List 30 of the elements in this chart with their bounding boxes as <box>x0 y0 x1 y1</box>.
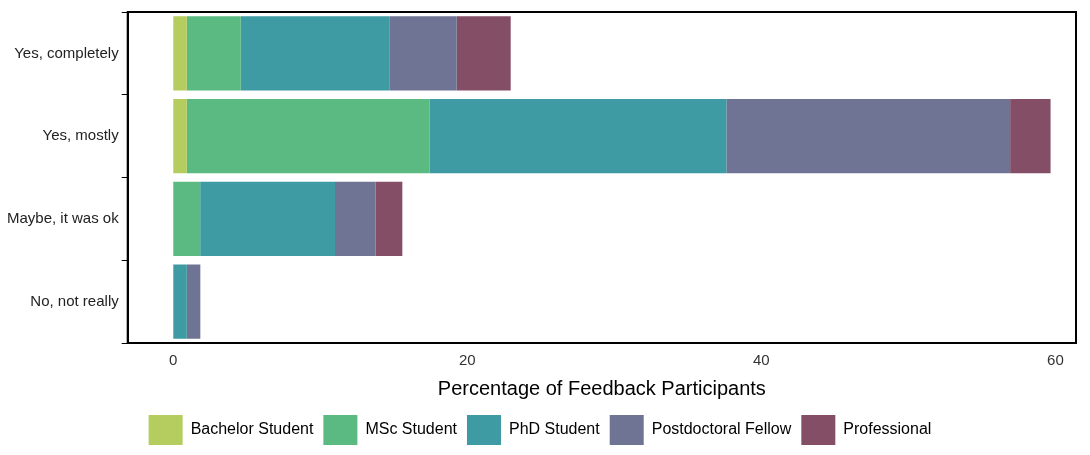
y-tick-label: Maybe, it was ok <box>6 209 120 227</box>
bar <box>186 16 241 91</box>
x-tick-label: 40 <box>753 351 770 369</box>
bar <box>173 264 187 339</box>
bar <box>429 98 727 174</box>
bar <box>173 16 187 91</box>
bar <box>389 16 457 91</box>
bar <box>186 264 201 339</box>
bar <box>240 16 390 91</box>
legend-label: Bachelor Student <box>190 420 314 438</box>
legend-label: MSc Student <box>365 420 458 438</box>
bar <box>335 181 376 257</box>
bar <box>726 98 1011 174</box>
y-tick-label: Yes, completely <box>14 43 120 61</box>
bar <box>456 16 511 91</box>
bar <box>173 181 201 257</box>
legend-label: Postdoctoral Fellow <box>651 420 792 438</box>
y-tick-label: No, not really <box>30 291 120 309</box>
bar <box>200 181 336 257</box>
x-tick-label: 20 <box>458 351 476 369</box>
legend-label: PhD Student <box>508 420 601 438</box>
y-tick-label: Yes, mostly <box>42 126 120 144</box>
bar <box>375 181 403 257</box>
bar <box>1010 98 1051 174</box>
x-tick-label: 0 <box>169 351 178 369</box>
bar <box>173 98 187 174</box>
bar <box>186 98 430 174</box>
legend-label: Professional <box>843 420 932 438</box>
x-axis-title: Percentage of Feedback Participants <box>437 376 766 399</box>
x-tick-label: 60 <box>1047 351 1064 369</box>
